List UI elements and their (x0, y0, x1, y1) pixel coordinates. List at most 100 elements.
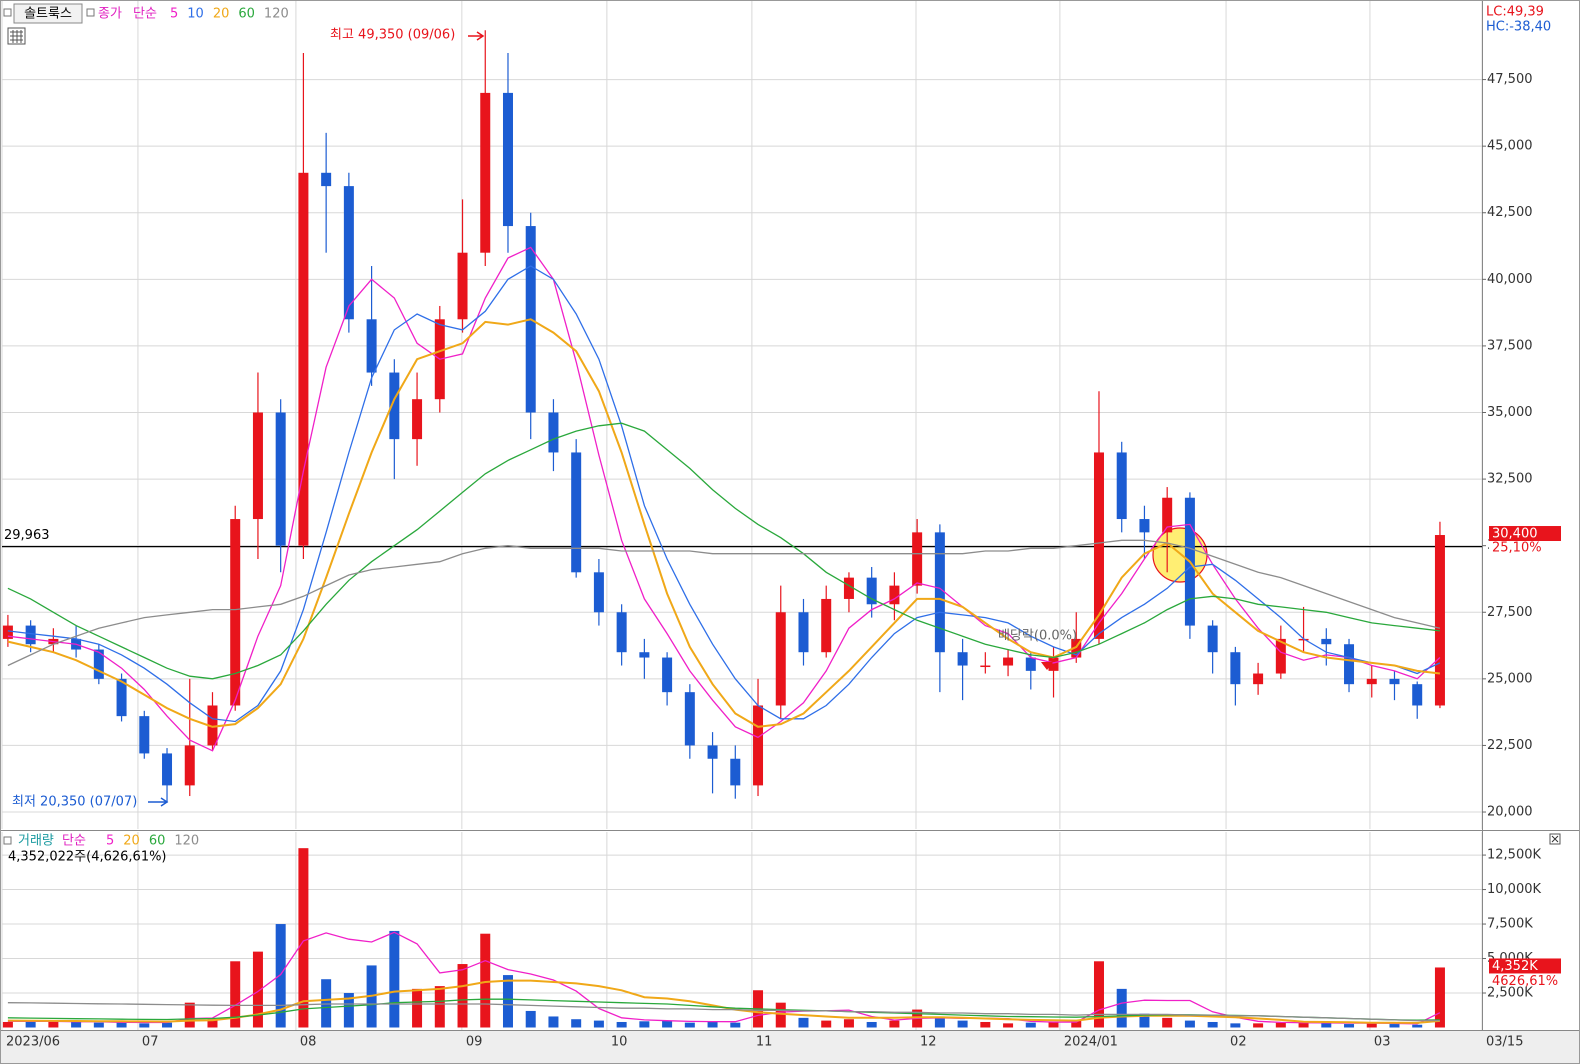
y-tick-label: 32,500 (1487, 472, 1533, 487)
volume-bar (571, 1019, 582, 1028)
x-tick-label: 07 (142, 1035, 159, 1050)
volume-bar (1253, 1023, 1264, 1028)
candle-body (1139, 519, 1150, 533)
volume-bar (1321, 1023, 1332, 1028)
candle-body (1366, 678, 1377, 685)
volume-bar (71, 1021, 82, 1028)
candle-body (639, 652, 650, 658)
candle-body (1162, 497, 1173, 533)
candle-body (707, 745, 718, 759)
volume-bar (548, 1016, 559, 1028)
max-note: 최고 49,350 (09/06) (330, 28, 455, 43)
last-change-box (1489, 541, 1561, 555)
candle-body (298, 172, 309, 546)
candle-body (980, 665, 991, 668)
volume-bar (866, 1021, 877, 1028)
volume-bar (1025, 1022, 1036, 1028)
reference-label: 29,963 (4, 528, 50, 543)
legend-entry: 20 (123, 834, 140, 849)
candle-body (502, 92, 513, 227)
close-icon (1551, 835, 1559, 843)
volume-pane-icon[interactable] (3, 836, 12, 845)
candle-body (843, 577, 854, 599)
lc-label: LC:49,39 (1486, 5, 1544, 20)
x-tick-label: 2024/01 (1064, 1035, 1118, 1050)
volume-bar (1093, 961, 1104, 1028)
volume-bar (1207, 1021, 1218, 1028)
volume-bar (1162, 1017, 1173, 1028)
legend-entry: 120 (264, 7, 289, 22)
volume-bar (2, 1021, 13, 1028)
event-note: 배당락(0.0%) (998, 629, 1077, 644)
x-tick-label: 02 (1230, 1035, 1247, 1050)
volume-bar (184, 1002, 195, 1028)
candle-body (457, 252, 468, 320)
y-tick-label: 40,000 (1487, 272, 1533, 287)
volume-bar (116, 1021, 127, 1028)
volume-bar (662, 1020, 673, 1028)
candle-body (412, 399, 423, 440)
volume-bar (48, 1021, 59, 1028)
volume-bar (707, 1021, 718, 1028)
title-box[interactable] (13, 3, 83, 24)
min-note: 최저 20,350 (07/07) (12, 795, 137, 810)
legend-entry: 5 (170, 7, 178, 22)
candle-body (593, 572, 604, 613)
y-tick-label: 2,500K (1487, 986, 1533, 1001)
last-volume-label: 4,352K (1492, 959, 1538, 974)
x-tick-label: 03/15 (1486, 1035, 1523, 1050)
volume-bar (1298, 1021, 1309, 1028)
volume-bar (593, 1020, 604, 1028)
candle-body (775, 612, 786, 706)
moving-average (7, 1002, 1440, 1022)
method-label: 단순 (133, 7, 157, 22)
candle-body (866, 577, 877, 605)
last-change-label: 25,10% (1492, 541, 1542, 556)
volume-bar (93, 1022, 104, 1028)
volume-bar (162, 1022, 173, 1028)
candle-body (116, 678, 127, 717)
pane-icon[interactable] (3, 8, 12, 17)
x-axis-bg (0, 1030, 1580, 1064)
candle-body (821, 598, 832, 653)
volume-bar (1344, 1024, 1355, 1028)
volume-bar (957, 1020, 968, 1028)
candle-body (230, 519, 241, 706)
indicator-icon[interactable] (86, 8, 95, 17)
candle-body (684, 692, 695, 746)
volume-bar (412, 988, 423, 1028)
volume-bar (1048, 1021, 1059, 1028)
volume-bar (457, 964, 468, 1028)
candle-body (1048, 657, 1059, 671)
candle-body (730, 758, 741, 786)
candle-body (753, 705, 764, 786)
volume-bar (1184, 1020, 1195, 1028)
candle-body (25, 625, 36, 645)
candle-body (184, 745, 195, 786)
volume-method-label: 단순 (62, 834, 86, 849)
volume-bar (730, 1022, 741, 1028)
candle-body (2, 625, 13, 639)
volume-bar (1230, 1023, 1241, 1028)
volume-bar (980, 1021, 991, 1028)
candle-body (957, 652, 968, 666)
x-tick-label: 03 (1374, 1035, 1391, 1050)
candle-body (321, 172, 332, 187)
moving-average (7, 931, 1441, 1025)
candle-body (139, 716, 150, 754)
candle-body (571, 452, 582, 573)
candle-body (1116, 452, 1127, 520)
x-tick-label: 2023/06 (6, 1035, 60, 1050)
candle-body (480, 92, 491, 253)
volume-bar (798, 1017, 809, 1028)
volume-bar (1366, 1023, 1377, 1028)
volume-bar (298, 848, 309, 1028)
legend-entry: 60 (238, 7, 255, 22)
legend-entry: 120 (174, 834, 199, 849)
y-tick-label: 10,000K (1487, 882, 1541, 897)
volume-bar (343, 993, 354, 1028)
volume-bar (525, 1010, 536, 1028)
candle-body (1093, 452, 1104, 639)
y-tick-label: 45,000 (1487, 139, 1533, 154)
